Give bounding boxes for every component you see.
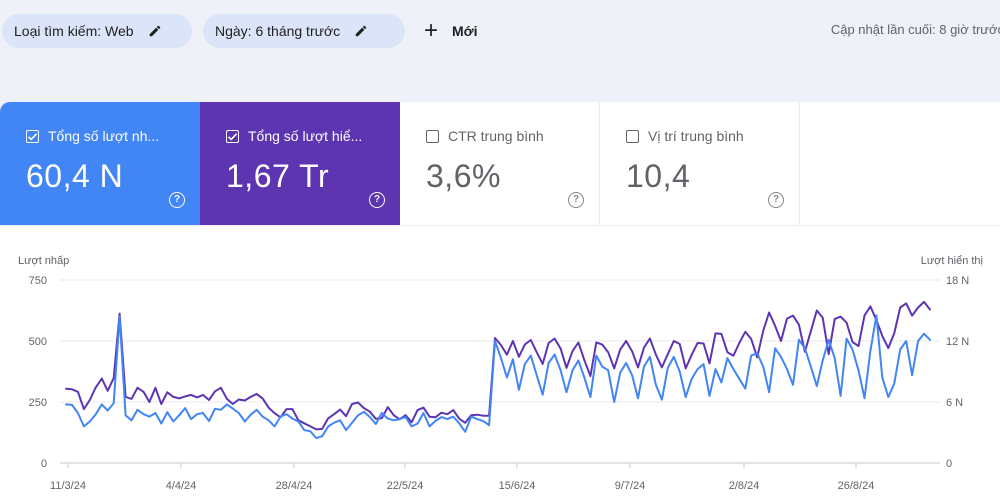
metric-label: Tổng số lượt hiể...	[248, 128, 363, 144]
filter-bar: Loại tìm kiếm: Web Ngày: 6 tháng trước +…	[0, 0, 1000, 62]
checkbox-unchecked-icon[interactable]	[426, 129, 439, 143]
metric-label: CTR trung bình	[448, 128, 544, 144]
x-tick-label: 11/3/24	[50, 480, 86, 492]
metric-value: 1,67 Tr	[226, 158, 330, 194]
checkbox-checked-icon[interactable]	[226, 129, 239, 143]
metric-label: Vị trí trung bình	[648, 128, 744, 144]
right-tick-label: 18 N	[946, 275, 969, 287]
x-tick-label: 4/4/24	[166, 480, 197, 492]
right-axis-title: Lượt hiển thị	[921, 255, 983, 267]
x-tick-label: 22/5/24	[387, 480, 424, 492]
right-axis-ticks: 18 N 12 N 6 N 0	[946, 275, 969, 470]
left-tick-label: 750	[29, 275, 47, 287]
chart-series	[65, 300, 931, 440]
metric-value: 60,4 N	[26, 158, 124, 194]
metric-card-total-impressions[interactable]: Tổng số lượt hiể... 1,67 Tr ?	[200, 102, 400, 225]
last-updated-text: Cập nhật lần cuối: 8 giờ trước	[830, 22, 1000, 37]
left-tick-label: 250	[29, 397, 47, 409]
help-icon[interactable]: ?	[369, 192, 385, 208]
pencil-icon	[355, 25, 367, 37]
help-icon[interactable]: ?	[169, 192, 185, 208]
x-tick-label: 26/8/24	[838, 480, 875, 492]
x-tick-label: 28/4/24	[276, 480, 313, 492]
card-divider	[0, 225, 1000, 226]
search-type-label: Loại tìm kiếm: Web	[14, 23, 134, 39]
left-tick-label: 0	[41, 458, 47, 470]
metric-card-average-ctr[interactable]: CTR trung bình 3,6% ?	[400, 102, 600, 225]
left-tick-label: 500	[29, 336, 47, 348]
new-filter-button[interactable]: + Mới	[424, 14, 478, 48]
checkbox-checked-icon[interactable]	[26, 129, 39, 143]
series-line-clicks	[65, 314, 931, 440]
metric-card-average-position[interactable]: Vị trí trung bình 10,4 ?	[600, 102, 800, 225]
date-range-label: Ngày: 6 tháng trước	[215, 23, 341, 39]
help-icon[interactable]: ?	[768, 192, 784, 208]
help-icon[interactable]: ?	[568, 192, 584, 208]
left-axis-ticks: 750 500 250 0	[29, 275, 47, 470]
right-tick-label: 12 N	[946, 336, 969, 348]
date-range-chip[interactable]: Ngày: 6 tháng trước	[203, 14, 405, 48]
metric-value: 3,6%	[426, 158, 501, 194]
new-filter-label: Mới	[452, 23, 478, 39]
series-line-impressions	[65, 300, 931, 431]
metric-label: Tổng số lượt nh...	[48, 128, 160, 144]
plus-icon: +	[424, 17, 439, 44]
x-tick-label: 2/8/24	[729, 480, 760, 492]
search-type-chip[interactable]: Loại tìm kiếm: Web	[2, 14, 192, 48]
chart-grid	[60, 279, 940, 464]
right-tick-label: 6 N	[946, 397, 963, 409]
checkbox-unchecked-icon[interactable]	[626, 129, 639, 143]
x-axis-ticks: 11/3/24 4/4/24 28/4/24 22/5/24 15/6/24 9/7/24…	[50, 463, 874, 492]
right-tick-label: 0	[946, 458, 952, 470]
x-tick-label: 9/7/24	[615, 480, 646, 492]
metric-card-total-clicks[interactable]: Tổng số lượt nh... 60,4 N ?	[0, 102, 200, 225]
x-tick-label: 15/6/24	[499, 480, 536, 492]
pencil-icon	[149, 25, 160, 37]
metric-value: 10,4	[626, 158, 691, 194]
left-axis-title: Lượt nhấp	[18, 255, 69, 267]
